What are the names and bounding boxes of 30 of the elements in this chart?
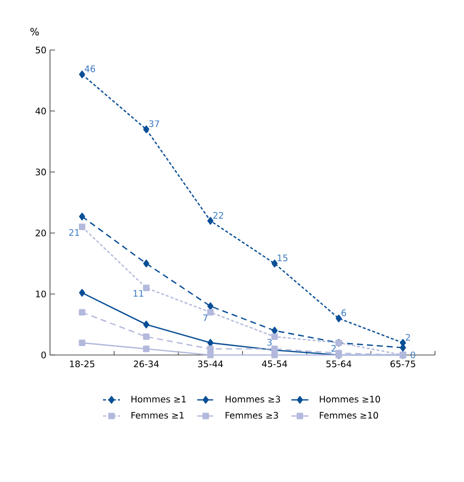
legend-label: Hommes ≥3 bbox=[226, 396, 280, 403]
data-label: 22 bbox=[213, 212, 224, 219]
data-label: 2 bbox=[406, 334, 410, 341]
y-tick-label: 20 bbox=[36, 230, 46, 236]
x-tick-label: 55-64 bbox=[326, 360, 352, 368]
y-tick-label: 0 bbox=[41, 352, 46, 358]
data-label: 46 bbox=[84, 65, 96, 72]
x-tick-label: 18-25 bbox=[70, 360, 94, 368]
legend-label: Femmes ≥10 bbox=[320, 412, 378, 419]
y-tick-label: 50 bbox=[36, 46, 46, 54]
data-label: 37 bbox=[149, 120, 160, 128]
x-tick-label: 45-54 bbox=[262, 360, 288, 368]
data-label: 3 bbox=[267, 338, 272, 346]
data-label: 6 bbox=[342, 309, 346, 316]
y-axis-title: % bbox=[30, 28, 39, 36]
data-label: 2 bbox=[332, 344, 336, 352]
x-tick-label: 26-34 bbox=[134, 360, 159, 368]
y-tick-label: 40 bbox=[36, 108, 46, 114]
legend-label: Hommes ≥1 bbox=[132, 396, 186, 403]
legend-label: Hommes ≥10 bbox=[320, 396, 380, 403]
x-tick-label: 65-75 bbox=[390, 360, 416, 368]
y-tick-label: 30 bbox=[36, 168, 46, 176]
x-tick-label: 35-44 bbox=[198, 360, 223, 368]
data-label: 21 bbox=[69, 229, 80, 236]
legend-label: Femmes ≥3 bbox=[226, 412, 278, 419]
legend-label: Femmes ≥1 bbox=[132, 412, 184, 419]
data-label: 15 bbox=[278, 254, 288, 262]
y-tick-label: 10 bbox=[36, 290, 46, 298]
data-label: 11 bbox=[134, 290, 144, 297]
data-label: 7 bbox=[203, 314, 208, 322]
